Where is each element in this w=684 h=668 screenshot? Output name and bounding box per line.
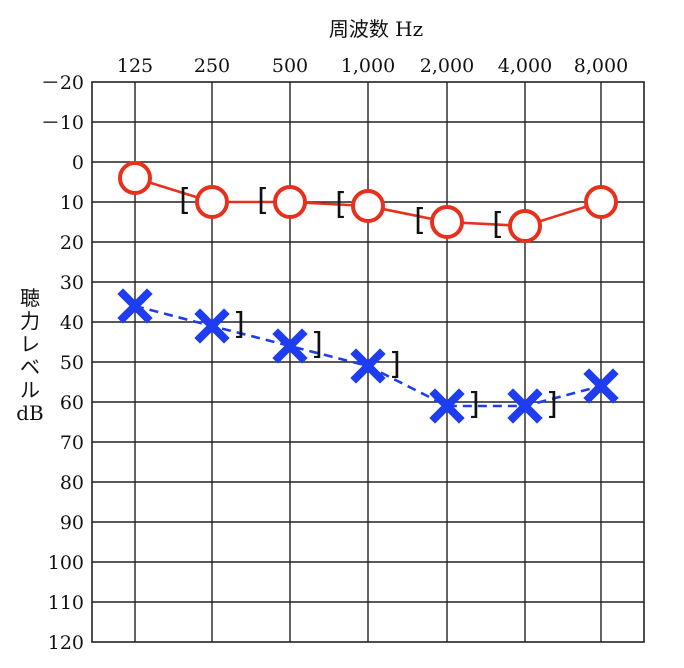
y-tick-label: 120 <box>48 632 84 654</box>
bone-conduction-marker: ] <box>233 307 245 342</box>
y-axis-title-char: dB <box>16 401 44 425</box>
bone-conduction-marker: ] <box>546 387 558 422</box>
data-point-circle <box>430 205 464 239</box>
y-tick-label: 110 <box>48 592 84 614</box>
data-point-cross <box>350 348 386 384</box>
bone-conduction-marker: [ <box>414 203 426 238</box>
bone-conduction-marker: [ <box>179 183 191 218</box>
y-axis-title-char: ベ <box>20 355 40 379</box>
data-point-cross <box>194 308 230 344</box>
data-point-cross <box>117 288 153 324</box>
data-point-cross <box>429 388 465 424</box>
data-point-circle <box>351 189 385 223</box>
bone-conduction-marker: [ <box>492 207 504 242</box>
bone-conduction-marker: ] <box>468 387 480 422</box>
x-axis-title: 周波数 Hz <box>329 17 423 41</box>
y-tick-label: 80 <box>60 472 84 494</box>
data-point-cross <box>583 368 619 404</box>
y-tick-label: 50 <box>60 352 84 374</box>
y-axis-title-char: 力 <box>20 309 40 333</box>
x-tick-labels: 125 250 500 1,000 2,000 4,000 8,000 <box>117 55 628 77</box>
bone-conduction-marker: [ <box>257 183 269 218</box>
y-tick-label: －20 <box>41 72 84 94</box>
x-tick-label: 250 <box>194 55 230 77</box>
series-1: [ [ [ [ [ <box>118 161 618 243</box>
data-point-circle <box>273 185 307 219</box>
data-point-circle <box>584 185 618 219</box>
y-tick-label: 30 <box>60 272 84 294</box>
y-axis-title-char: 聴 <box>20 286 40 310</box>
y-tick-label: 70 <box>60 432 84 454</box>
y-tick-label: 0 <box>72 152 84 174</box>
data-point-circle <box>195 185 229 219</box>
bone-conduction-marker: [ <box>335 187 347 222</box>
data-point-cross <box>507 388 543 424</box>
y-tick-label: 20 <box>60 232 84 254</box>
y-axis-title-char: ル <box>20 378 40 402</box>
x-tick-label: 2,000 <box>420 55 474 77</box>
x-tick-label: 4,000 <box>498 55 552 77</box>
grid <box>91 81 645 643</box>
y-tick-labels: －20 －10 0 10 20 30 40 50 60 70 80 90 100 110 120 <box>41 72 84 654</box>
y-tick-label: 40 <box>60 312 84 334</box>
x-tick-label: 500 <box>272 55 308 77</box>
data-point-cross <box>272 328 308 364</box>
y-tick-label: 90 <box>60 512 84 534</box>
x-tick-label: 1,000 <box>341 55 395 77</box>
x-tick-label: 8,000 <box>574 55 628 77</box>
y-tick-label: －10 <box>41 112 84 134</box>
series-2: ]]]]] <box>117 288 619 424</box>
data-point-circle <box>508 209 542 243</box>
y-axis-title-char: レ <box>20 332 40 356</box>
bone-conduction-marker: ] <box>311 327 323 362</box>
bone-conduction-marker: ] <box>389 347 401 382</box>
series: [ [ [ [ []]]]] <box>117 161 619 424</box>
y-tick-label: 10 <box>60 192 84 214</box>
y-tick-label: 60 <box>60 392 84 414</box>
x-tick-label: 125 <box>117 55 153 77</box>
data-point-circle <box>118 161 152 195</box>
y-tick-label: 100 <box>48 552 84 574</box>
